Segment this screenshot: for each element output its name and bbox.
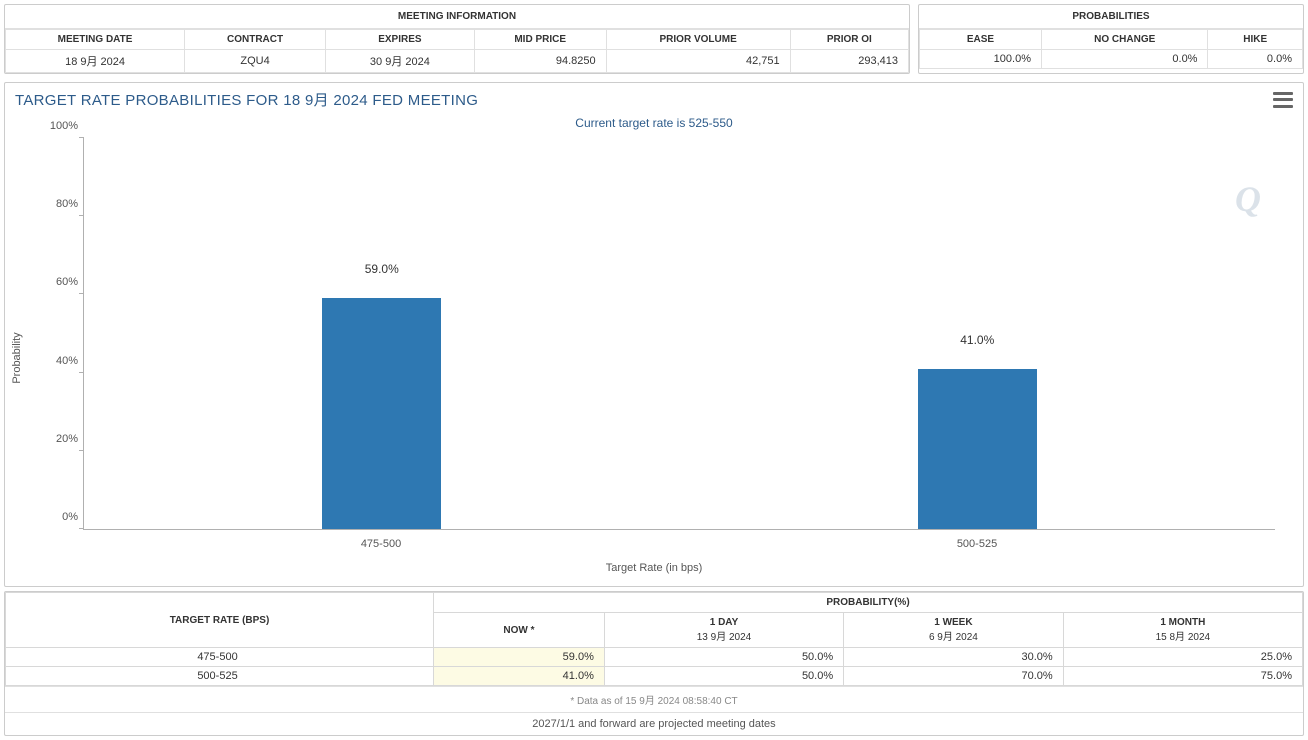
chart-panel: TARGET RATE PROBABILITIES FOR 18 9月 2024… (4, 82, 1304, 587)
table-row: 100.0% 0.0% 0.0% (920, 50, 1303, 69)
probability-history-panel: TARGET RATE (BPS) PROBABILITY(%) NOW * 1… (4, 591, 1304, 736)
cell-hike: 0.0% (1208, 50, 1303, 69)
cell-prior-oi: 293,413 (790, 50, 908, 73)
col-1month-label: 1 MONTH (1070, 617, 1296, 628)
col-now: NOW * (434, 613, 605, 648)
cell-no-change: 0.0% (1041, 50, 1207, 69)
col-1day: 1 DAY 13 9月 2024 (604, 613, 843, 648)
meeting-info-table: MEETING DATE CONTRACT EXPIRES MID PRICE … (5, 29, 909, 73)
col-target-rate: TARGET RATE (BPS) (6, 593, 434, 648)
col-meeting-date: MEETING DATE (6, 30, 185, 50)
xtick: 475-500 (361, 538, 401, 550)
ytick-mark (79, 372, 84, 373)
col-1week-date: 6 9月 2024 (850, 628, 1057, 643)
ytick-mark (79, 215, 84, 216)
col-1day-label: 1 DAY (611, 617, 837, 628)
cell-1month: 75.0% (1063, 667, 1302, 686)
probability-history-table: TARGET RATE (BPS) PROBABILITY(%) NOW * 1… (5, 592, 1303, 686)
cell-1month: 25.0% (1063, 648, 1302, 667)
cell-ease: 100.0% (920, 50, 1042, 69)
col-prior-oi: PRIOR OI (790, 30, 908, 50)
chart-subtitle: Current target rate is 525-550 (5, 112, 1303, 138)
data-timestamp-footnote: * Data as of 15 9月 2024 08:58:40 CT (5, 686, 1303, 712)
table-row: EASE NO CHANGE HIKE (920, 30, 1303, 50)
ytick: 20% (36, 433, 78, 445)
meeting-info-title: MEETING INFORMATION (5, 5, 909, 29)
col-prior-volume: PRIOR VOLUME (606, 30, 790, 50)
chart-bar[interactable] (918, 369, 1037, 529)
cell-meeting-date: 18 9月 2024 (6, 50, 185, 73)
chart-menu-icon[interactable] (1273, 92, 1293, 108)
x-axis-label: Target Rate (in bps) (606, 562, 703, 574)
chart-title-row: TARGET RATE PROBABILITIES FOR 18 9月 2024… (5, 83, 1303, 112)
col-expires: EXPIRES (326, 30, 475, 50)
ytick-mark (79, 450, 84, 451)
col-1week: 1 WEEK 6 9月 2024 (844, 613, 1064, 648)
cell-now: 59.0% (434, 648, 605, 667)
probabilities-title: PROBABILITIES (919, 5, 1303, 29)
cell-1day: 50.0% (604, 648, 843, 667)
col-probability: PROBABILITY(%) (434, 593, 1303, 613)
chart-bar-label: 59.0% (322, 262, 441, 280)
table-row: MEETING DATE CONTRACT EXPIRES MID PRICE … (6, 30, 909, 50)
cell-1day: 50.0% (604, 667, 843, 686)
cell-mid-price: 94.8250 (474, 50, 606, 73)
cell-expires: 30 9月 2024 (326, 50, 475, 73)
meeting-info-panel: MEETING INFORMATION MEETING DATE CONTRAC… (4, 4, 910, 74)
cell-contract: ZQU4 (185, 50, 326, 73)
chart-title: TARGET RATE PROBABILITIES FOR 18 9月 2024… (15, 89, 478, 110)
col-hike: HIKE (1208, 30, 1303, 50)
chart-plot: 0% 20% 40% 60% 80% 100% 59.0% 41.0% (83, 138, 1275, 530)
col-contract: CONTRACT (185, 30, 326, 50)
probabilities-table: EASE NO CHANGE HIKE 100.0% 0.0% 0.0% (919, 29, 1303, 69)
ytick: 60% (36, 276, 78, 288)
col-1day-date: 13 9月 2024 (611, 628, 837, 643)
y-axis-label: Probability (11, 332, 23, 383)
cell-target: 475-500 (6, 648, 434, 667)
projected-dates-footnote: 2027/1/1 and forward are projected meeti… (5, 712, 1303, 735)
chart-bar-label: 41.0% (918, 333, 1037, 351)
chart-area: Probability Q 0% 20% 40% 60% 80% 100% 59… (23, 138, 1285, 578)
table-row: 500-525 41.0% 50.0% 70.0% 75.0% (6, 667, 1303, 686)
col-1month: 1 MONTH 15 8月 2024 (1063, 613, 1302, 648)
ytick: 80% (36, 198, 78, 210)
table-row: TARGET RATE (BPS) PROBABILITY(%) (6, 593, 1303, 613)
ytick-mark (79, 137, 84, 138)
ytick-mark (79, 528, 84, 529)
col-no-change: NO CHANGE (1041, 30, 1207, 50)
cell-prior-volume: 42,751 (606, 50, 790, 73)
cell-1week: 30.0% (844, 648, 1064, 667)
ytick: 40% (36, 355, 78, 367)
chart-bar[interactable] (322, 298, 441, 529)
probabilities-panel: PROBABILITIES EASE NO CHANGE HIKE 100.0%… (918, 4, 1304, 74)
col-ease: EASE (920, 30, 1042, 50)
table-row: 18 9月 2024 ZQU4 30 9月 2024 94.8250 42,75… (6, 50, 909, 73)
ytick-mark (79, 293, 84, 294)
ytick: 100% (36, 120, 78, 132)
table-row: 475-500 59.0% 50.0% 30.0% 25.0% (6, 648, 1303, 667)
cell-now: 41.0% (434, 667, 605, 686)
top-row: MEETING INFORMATION MEETING DATE CONTRAC… (0, 0, 1308, 78)
col-1week-label: 1 WEEK (850, 617, 1057, 628)
cell-1week: 70.0% (844, 667, 1064, 686)
col-mid-price: MID PRICE (474, 30, 606, 50)
ytick: 0% (36, 511, 78, 523)
xtick: 500-525 (957, 538, 997, 550)
cell-target: 500-525 (6, 667, 434, 686)
col-1month-date: 15 8月 2024 (1070, 628, 1296, 643)
